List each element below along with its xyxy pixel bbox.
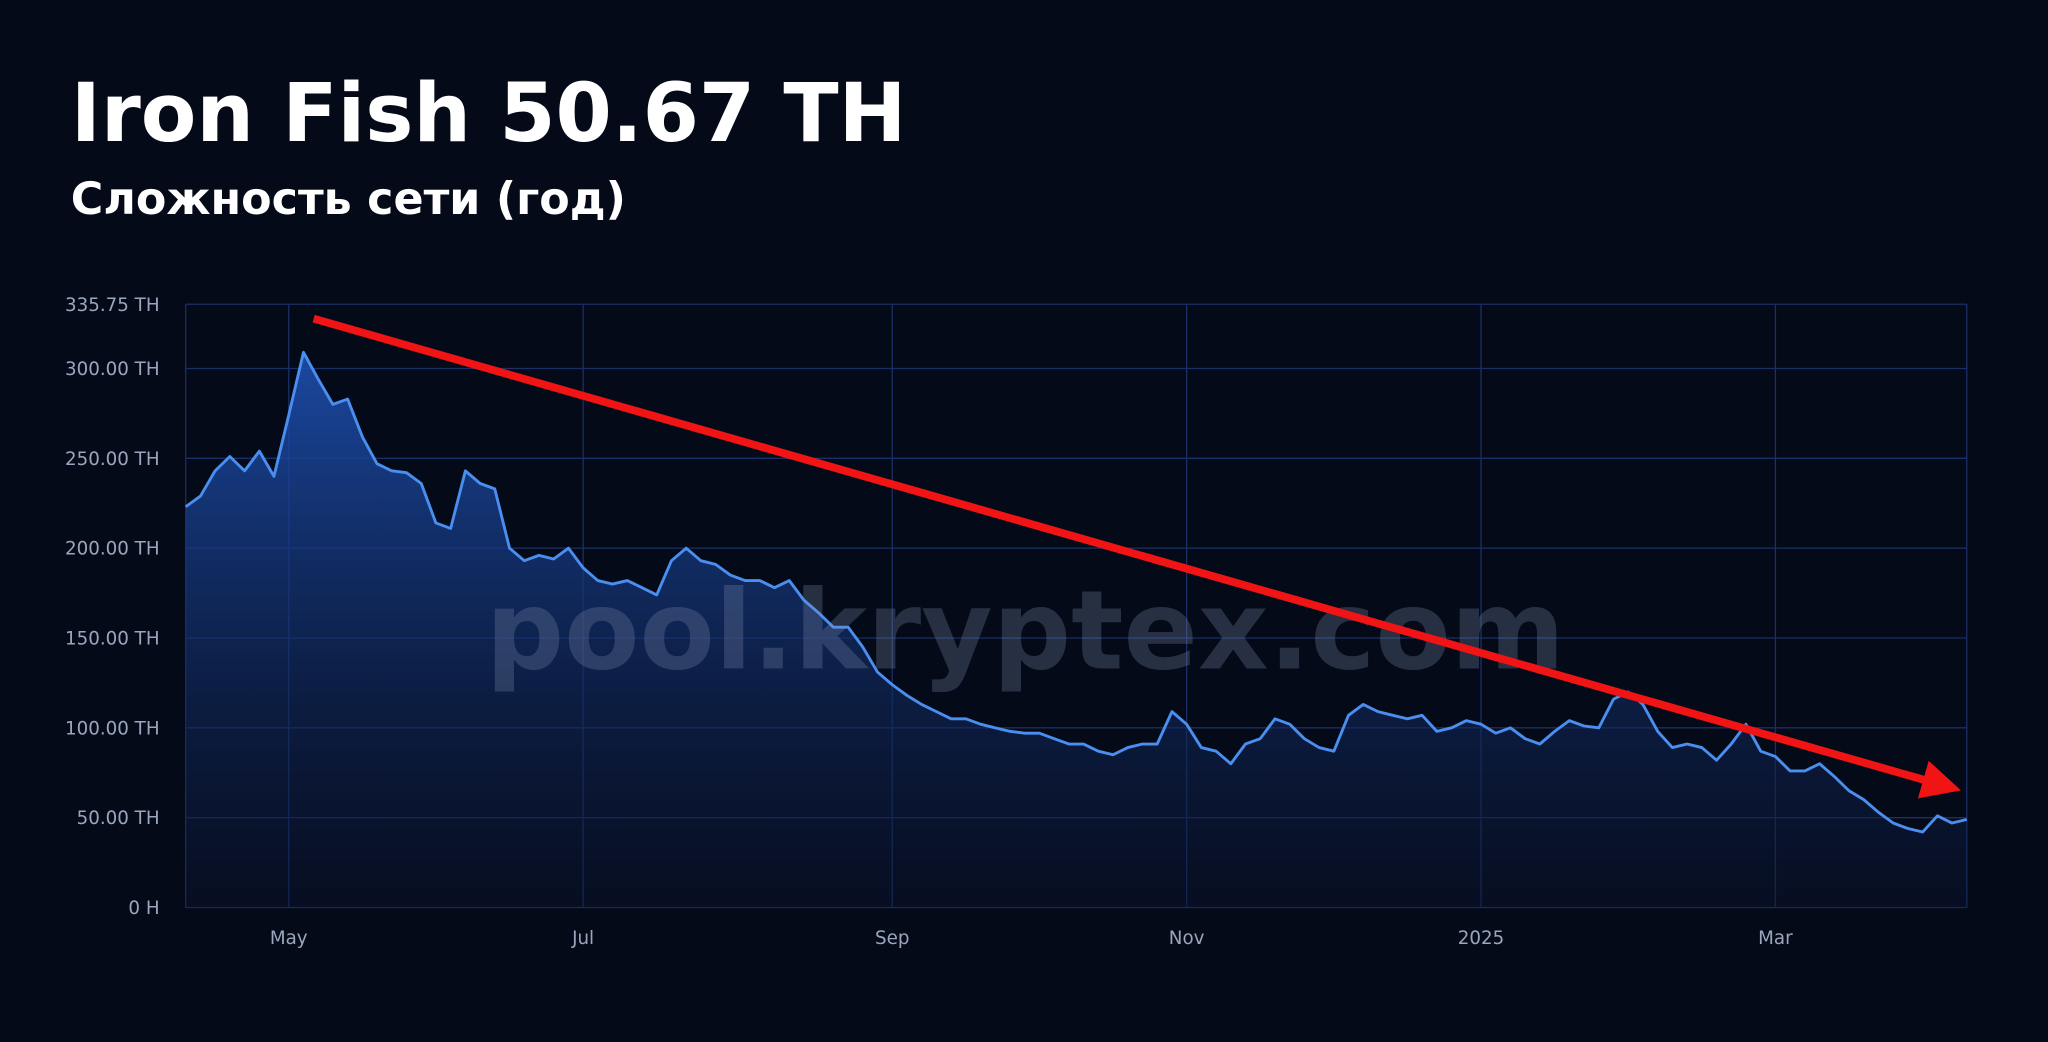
y-tick-label: 300.00 TH [65, 359, 160, 380]
chart-title: Iron Fish 50.67 TH [71, 67, 907, 161]
x-tick-label: May [270, 928, 308, 949]
y-tick-label: 250.00 TH [65, 449, 160, 470]
watermark: pool.kryptex.com [486, 567, 1565, 695]
y-tick-label: 50.00 TH [77, 808, 160, 829]
y-tick-label: 100.00 TH [65, 718, 160, 739]
area [185, 352, 1967, 908]
x-tick-label: Mar [1758, 928, 1793, 949]
x-tick-label: Nov [1169, 928, 1205, 949]
x-tick-label: Sep [875, 928, 909, 949]
chart-subtitle: Сложность сети (год) [71, 174, 626, 225]
x-tick-label: Jul [571, 928, 594, 949]
line [184, 350, 1968, 834]
trend-arrow [312, 314, 1961, 799]
y-tick-label: 335.75 TH [65, 295, 160, 316]
y-tick-label: 200.00 TH [65, 539, 160, 560]
y-tick-label: 0 H [128, 898, 159, 919]
y-tick-label: 150.00 TH [65, 629, 160, 650]
x-tick-label: 2025 [1458, 928, 1505, 949]
